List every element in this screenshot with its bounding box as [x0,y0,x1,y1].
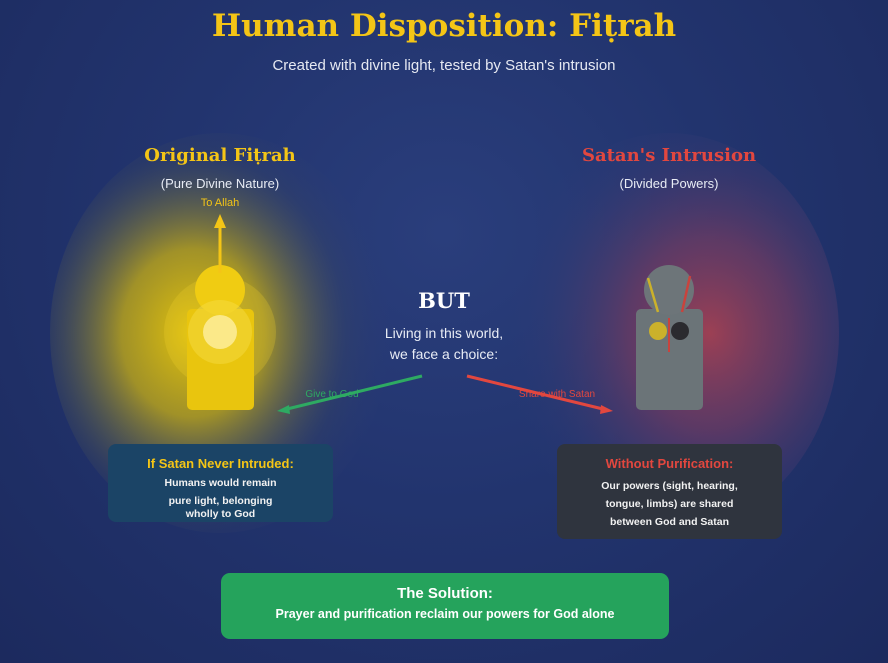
never-intruded-heading: If Satan Never Intruded: [147,456,294,471]
right-subtitle: (Divided Powers) [619,176,719,191]
never-intruded-line-3: wholly to God [185,508,256,520]
never-intruded-box: If Satan Never Intruded: Humans would re… [108,444,333,522]
share-with-satan-label: Share with Satan [518,389,596,400]
to-allah-label: To Allah [200,197,240,209]
solution-box: The Solution: Prayer and purification re… [221,573,669,639]
choice-line-2: we face a choice: [389,346,499,362]
without-purification-box: Without Purification: Our powers (sight,… [557,444,782,539]
page-title: Human Disposition: Fiṭrah [211,8,677,44]
page-subtitle: Created with divine light, tested by Sat… [272,57,616,74]
solution-body: Prayer and purification reclaim our powe… [275,607,615,621]
without-purification-line-1: Our powers (sight, hearing, [601,480,738,492]
divided-human-figure [636,265,703,410]
without-purification-line-2: tongue, limbs) are shared [605,498,734,510]
right-title: Satan's Intrusion [581,145,757,166]
without-purification-line-3: between God and Satan [609,516,730,528]
left-title: Original Fiṭrah [144,145,296,166]
give-to-god-label: Give to God [305,389,359,400]
without-purification-heading: Without Purification: [605,456,734,471]
give-to-god-arrow [277,374,423,414]
choice-line-1: Living in this world, [384,325,504,341]
never-intruded-line-2: pure light, belonging [168,495,273,507]
choice-text: Living in this world, we face a choice: [344,323,544,365]
left-subtitle: (Pure Divine Nature) [160,176,280,191]
pure-human-figure [164,265,276,410]
but-heading: BUT [418,288,470,313]
share-with-satan-arrow [466,374,613,414]
never-intruded-line-1: Humans would remain [164,477,277,489]
solution-heading: The Solution: [397,585,493,602]
to-allah-arrow [214,214,226,273]
